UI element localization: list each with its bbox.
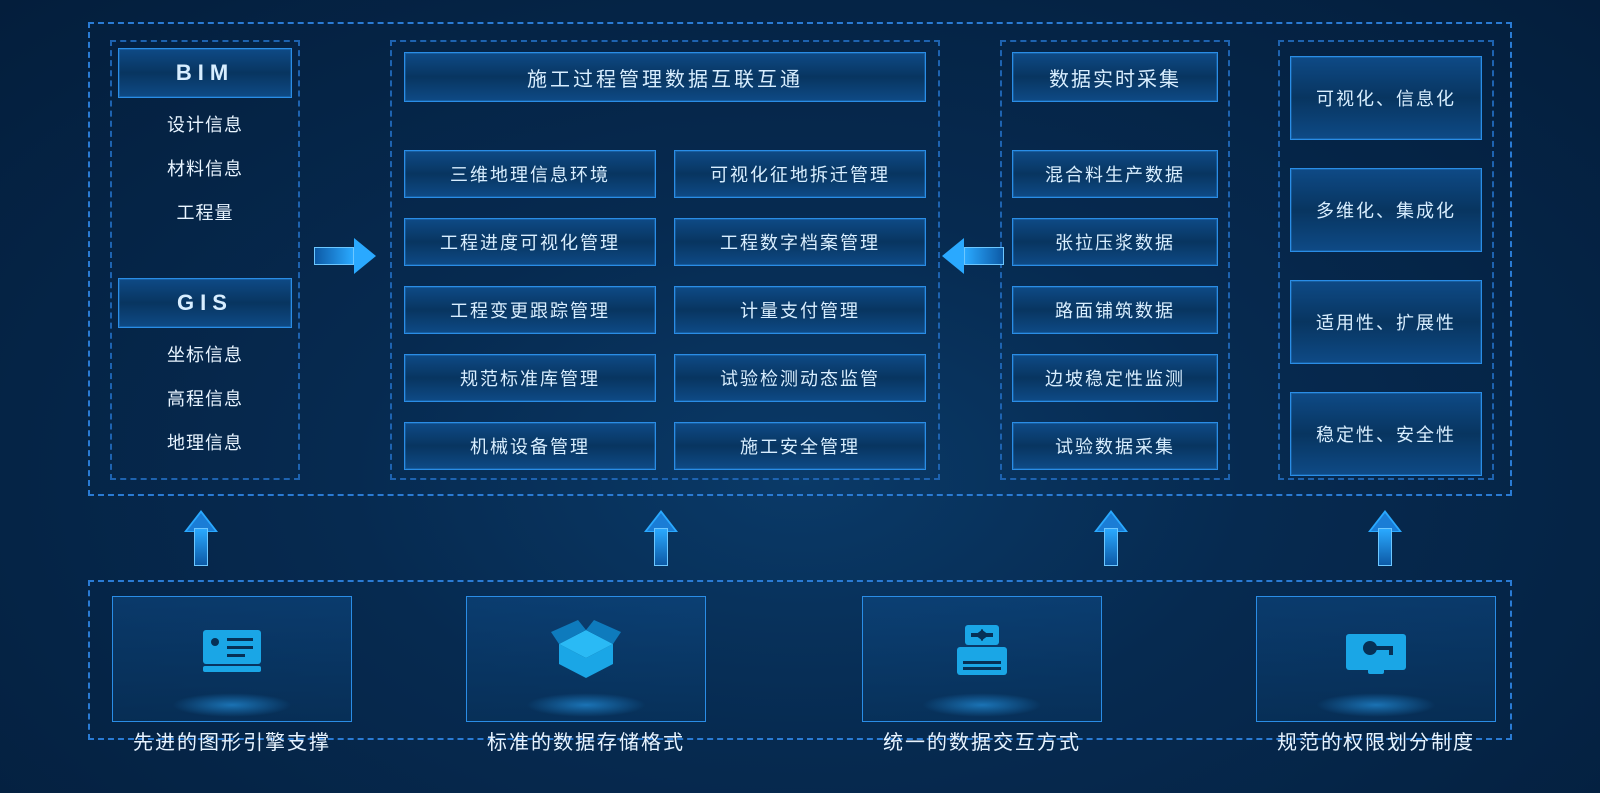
data-item-2: 路面铺筑数据 xyxy=(1012,286,1218,334)
data-item-1: 张拉压浆数据 xyxy=(1012,218,1218,266)
foundation-3 xyxy=(1256,596,1496,722)
arrow-right-icon xyxy=(314,238,376,274)
center-c1-r0: 可视化征地拆迁管理 xyxy=(674,150,926,198)
right-item-1: 多维化、集成化 xyxy=(1290,168,1482,252)
gis-title: GIS xyxy=(118,278,292,328)
center-c0-r3: 规范标准库管理 xyxy=(404,354,656,402)
foundation-0-label: 先进的图形引擎支撑 xyxy=(112,726,352,755)
center-c1-r2: 计量支付管理 xyxy=(674,286,926,334)
foundation-1 xyxy=(466,596,706,722)
right-item-0: 可视化、信息化 xyxy=(1290,56,1482,140)
center-c0-r0: 三维地理信息环境 xyxy=(404,150,656,198)
up-arrow-2-icon xyxy=(650,510,672,566)
data-item-3: 边坡稳定性监测 xyxy=(1012,354,1218,402)
gis-item-1: 高程信息 xyxy=(118,378,292,418)
foundation-3-label: 规范的权限划分制度 xyxy=(1256,726,1496,755)
right-item-3: 稳定性、安全性 xyxy=(1290,392,1482,476)
bim-item-1: 材料信息 xyxy=(118,148,292,188)
bim-item-0: 设计信息 xyxy=(118,104,292,144)
center-header: 施工过程管理数据互联互通 xyxy=(404,52,926,102)
key-icon xyxy=(1340,597,1412,703)
bim-title: BIM xyxy=(118,48,292,98)
box-icon xyxy=(551,597,621,703)
center-c1-r1: 工程数字档案管理 xyxy=(674,218,926,266)
foundation-0 xyxy=(112,596,352,722)
diagram-stage: BIM 设计信息 材料信息 工程量 GIS 坐标信息 高程信息 地理信息 施工过… xyxy=(0,0,1600,793)
foundation-1-label: 标准的数据存储格式 xyxy=(466,726,706,755)
gis-item-0: 坐标信息 xyxy=(118,334,292,374)
foundation-2 xyxy=(862,596,1102,722)
center-c0-r1: 工程进度可视化管理 xyxy=(404,218,656,266)
up-arrow-4-icon xyxy=(1374,510,1396,566)
center-c0-r2: 工程变更跟踪管理 xyxy=(404,286,656,334)
gis-item-2: 地理信息 xyxy=(118,422,292,462)
foundation-2-label: 统一的数据交互方式 xyxy=(862,726,1102,755)
arrow-left-icon xyxy=(942,238,1004,274)
right-item-2: 适用性、扩展性 xyxy=(1290,280,1482,364)
data-item-0: 混合料生产数据 xyxy=(1012,150,1218,198)
data-header: 数据实时采集 xyxy=(1012,52,1218,102)
center-c1-r4: 施工安全管理 xyxy=(674,422,926,470)
up-arrow-3-icon xyxy=(1100,510,1122,566)
exchange-icon xyxy=(949,597,1015,703)
center-c1-r3: 试验检测动态监管 xyxy=(674,354,926,402)
bim-item-2: 工程量 xyxy=(118,192,292,232)
data-item-4: 试验数据采集 xyxy=(1012,422,1218,470)
server-icon xyxy=(197,597,267,703)
up-arrow-1-icon xyxy=(190,510,212,566)
center-c0-r4: 机械设备管理 xyxy=(404,422,656,470)
